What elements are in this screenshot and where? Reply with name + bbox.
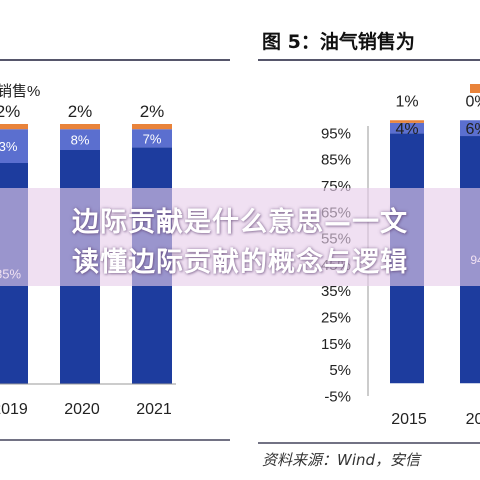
right-y-tick-5: 5% xyxy=(329,362,351,379)
left-bar-2021-mid xyxy=(132,129,172,148)
left-bar-2020-mid xyxy=(60,129,100,150)
right-x-tick-2015: 2015 xyxy=(391,411,427,428)
left-bar-2020-top xyxy=(60,124,100,130)
overlay-title-line-2: 读懂边际贡献的概念与逻辑 xyxy=(72,247,408,278)
right-y-tick-15: 15% xyxy=(321,336,351,353)
source-note: 资料来源：Wind，安信 xyxy=(262,451,422,469)
right-bar-2016-mid xyxy=(460,120,480,137)
left-bar-2019-mid xyxy=(0,129,28,163)
left-data-label-2020-mid: 8% xyxy=(71,133,90,148)
right-data-label-2016-mid: 6% xyxy=(465,121,480,138)
right-bar-2015-top xyxy=(390,120,424,123)
right-data-label-2015-mid: 4% xyxy=(395,121,418,138)
left-data-label-2020-top: 2% xyxy=(68,102,93,121)
left-legend-text: 气销售% xyxy=(0,83,40,100)
right-y-tick-25: 25% xyxy=(321,310,351,327)
left-x-tick-2019: 2019 xyxy=(0,401,28,418)
right-y-tick-35: 35% xyxy=(321,283,351,300)
left-data-label-2019-top: 2% xyxy=(0,102,20,121)
left-data-label-2019-mid: 3% xyxy=(0,139,18,154)
left-data-label-2021-top: 2% xyxy=(140,102,165,121)
overlay-title-line-1: 边际贡献是什么意思—一文 xyxy=(72,207,408,238)
right-y-tick-85: 85% xyxy=(321,152,351,169)
right-bar-2015-mid xyxy=(390,122,424,134)
right-y-tick-95: 95% xyxy=(321,125,351,142)
right-x-tick-2016: 201 xyxy=(466,411,480,428)
left-bar-2019-top xyxy=(0,124,28,130)
right-y-tick--5: -5% xyxy=(324,388,351,405)
right-data-label-2016-top: 0% xyxy=(465,93,480,110)
left-bar-2021-top xyxy=(132,124,172,130)
right-data-label-2015-top: 1% xyxy=(395,93,418,110)
left-data-label-2021-mid: 7% xyxy=(143,131,162,146)
left-x-tick-2021: 2021 xyxy=(136,401,172,418)
right-figure-title: 图 5：油气销售为 xyxy=(262,30,415,53)
overlay-band xyxy=(0,188,480,286)
left-x-tick-2020: 2020 xyxy=(64,401,100,418)
right-legend-swatch xyxy=(470,84,480,93)
